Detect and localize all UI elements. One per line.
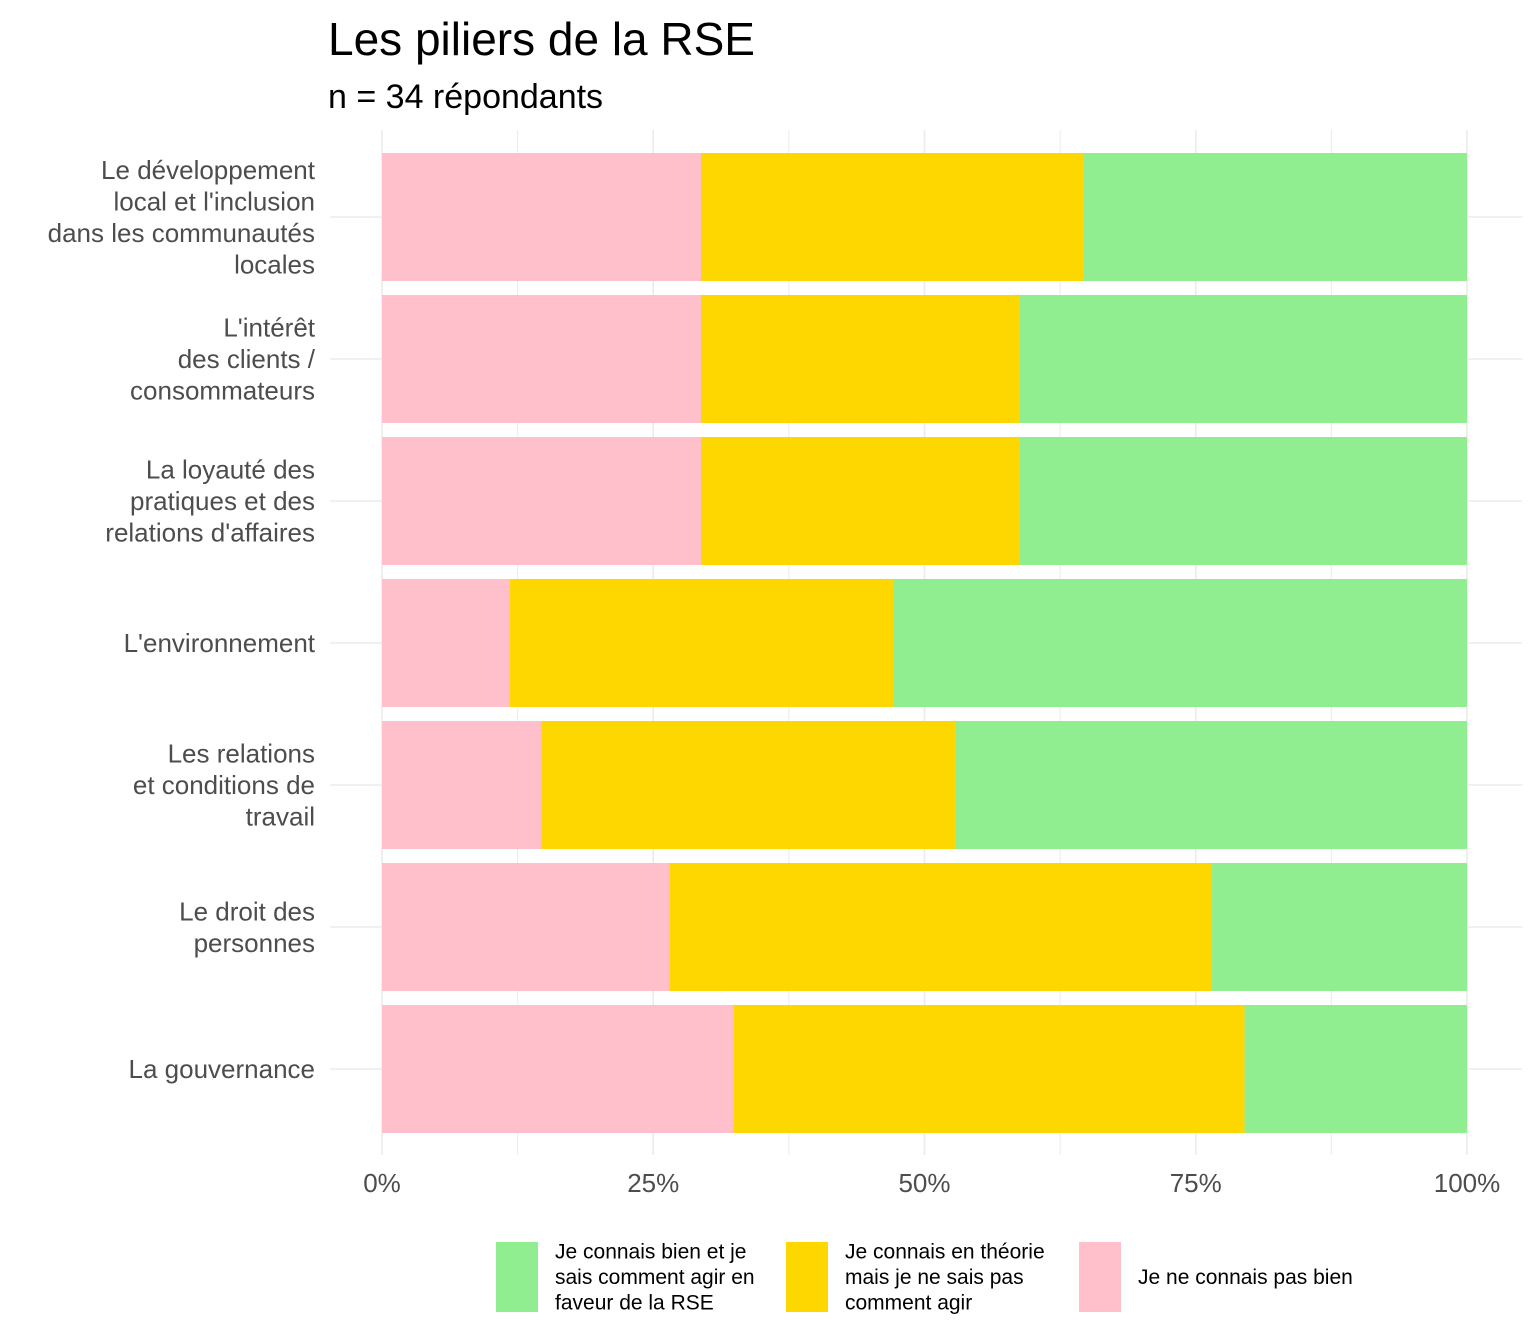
y-axis-label: L'environnement xyxy=(124,628,316,658)
bar-segment xyxy=(382,721,542,849)
legend-key xyxy=(786,1242,828,1312)
y-axis-labels: Le développement local et l'inclusion dans… xyxy=(48,155,316,1084)
x-tick-label: 100% xyxy=(1434,1168,1501,1198)
x-tick-label: 25% xyxy=(627,1168,679,1198)
y-axis-label: La loyauté des pratiques et des relations … xyxy=(105,455,315,548)
bar-segment xyxy=(1019,295,1467,423)
bar-segment xyxy=(733,1005,1245,1133)
bar-segment xyxy=(1019,437,1467,565)
chart-title: Les piliers de la RSE xyxy=(328,13,755,65)
chart-subtitle: n = 34 répondants xyxy=(328,78,603,116)
bar-segment xyxy=(700,437,1020,565)
legend: Je connais bien et je sais comment agir e… xyxy=(496,1241,1353,1315)
y-axis-label: Le droit des personnes xyxy=(179,896,315,958)
bar-segment xyxy=(1083,153,1467,281)
x-tick-label: 50% xyxy=(898,1168,950,1198)
x-axis-ticks: 0% 25% 50% 75% 100% xyxy=(363,1168,1500,1198)
bar-segment xyxy=(541,721,956,849)
legend-key xyxy=(496,1242,538,1312)
bar-segment xyxy=(700,295,1020,423)
bar-segment xyxy=(669,863,1213,991)
bar-segment xyxy=(955,721,1467,849)
bar-segment xyxy=(1244,1005,1467,1133)
bar-segment xyxy=(893,579,1467,707)
bar-segment xyxy=(1212,863,1467,991)
bar-segment xyxy=(382,295,701,423)
y-axis-label: Les relations et conditions de travail xyxy=(133,739,315,832)
bar-segment xyxy=(510,579,894,707)
y-axis-label: La gouvernance xyxy=(129,1054,315,1084)
legend-label: Je connais bien et je sais comment agir e… xyxy=(555,1241,755,1315)
y-axis-label: L'intérêt des clients / consommateurs xyxy=(130,313,316,406)
x-tick-label: 75% xyxy=(1170,1168,1222,1198)
legend-key xyxy=(1079,1242,1121,1312)
bar-segment xyxy=(382,437,701,565)
bar-segment xyxy=(700,153,1084,281)
y-axis-label: Le développement local et l'inclusion dans… xyxy=(48,155,316,280)
legend-label: Je ne connais pas bien xyxy=(1138,1266,1353,1289)
bars xyxy=(382,153,1467,1133)
x-tick-label: 0% xyxy=(363,1168,401,1198)
bar-segment xyxy=(382,1005,734,1133)
bar-segment xyxy=(382,863,670,991)
bar-segment xyxy=(382,579,511,707)
legend-label: Je connais en théorie mais je ne sais pas… xyxy=(845,1241,1045,1315)
bar-segment xyxy=(382,153,701,281)
